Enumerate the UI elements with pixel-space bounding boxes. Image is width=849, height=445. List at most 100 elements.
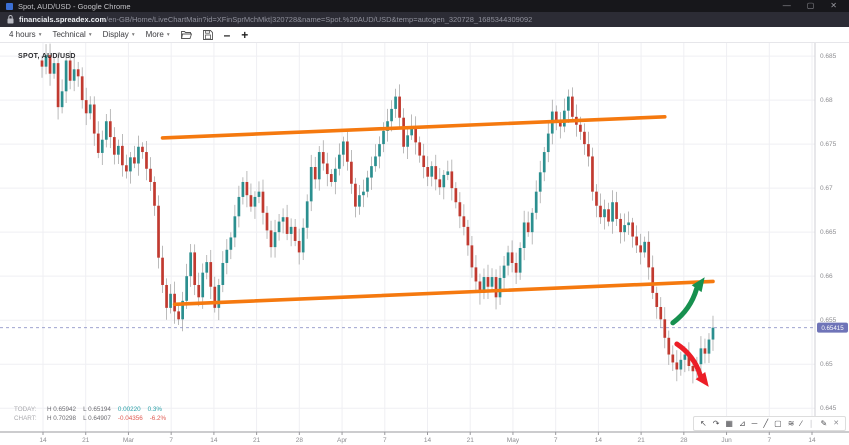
chevron-down-icon: ▾ <box>88 31 92 38</box>
zoom-out-button[interactable]: – <box>223 27 231 42</box>
gridlines <box>0 42 815 432</box>
candle <box>454 188 458 203</box>
candle <box>502 265 506 278</box>
window-minimize-button[interactable]: — <box>782 1 791 10</box>
chart-low: L 0.64907 <box>83 414 111 422</box>
trend-line-lower-channel[interactable] <box>172 279 715 307</box>
close-icon[interactable]: ✕ <box>833 419 840 427</box>
candle <box>108 121 112 138</box>
candle <box>631 222 634 237</box>
rectangle-icon[interactable]: ▢ <box>774 418 782 428</box>
candle <box>494 277 498 298</box>
timeframe-label: 4 hours <box>9 30 36 39</box>
svg-text:14: 14 <box>424 437 432 444</box>
separator: ❘ <box>807 418 815 428</box>
zoom-in-button[interactable]: + <box>241 27 249 42</box>
current-price-badge <box>817 322 848 333</box>
today-change-pct: 0.3% <box>147 406 162 413</box>
candle <box>490 277 494 287</box>
chart-label: CHART: <box>14 414 37 422</box>
svg-text:0.66: 0.66 <box>820 273 833 280</box>
browser-urlbar[interactable]: financials.spreadex.com/en-GB/Home/LiveC… <box>0 12 849 27</box>
window-titlebar: Spot, AUD/USD - Google Chrome — ▢ ✕ <box>0 0 849 12</box>
timeframe-dropdown[interactable]: 4 hours ▾ <box>9 30 41 39</box>
candle <box>470 245 474 268</box>
display-dropdown[interactable]: Display ▾ <box>103 30 135 39</box>
candle <box>157 205 160 258</box>
more-dropdown[interactable]: More ▾ <box>146 30 170 39</box>
horizontal-line-icon[interactable]: ─ <box>751 418 758 428</box>
candle <box>313 167 317 180</box>
candle <box>603 209 606 218</box>
candle <box>438 179 442 188</box>
freehand-arrow-icon[interactable]: ↷ <box>712 418 720 428</box>
candle <box>60 91 64 108</box>
candle <box>462 216 466 227</box>
url-path: /en-GB/Home/LiveChartMain?id=XFinSprMchM… <box>106 15 533 24</box>
bullish-arrow-head[interactable] <box>691 277 705 293</box>
pointer-icon[interactable]: ↖ <box>700 418 707 428</box>
candle <box>48 55 52 74</box>
ray-icon[interactable]: ∕ <box>800 418 802 428</box>
candle <box>699 348 703 365</box>
open-chart-button[interactable] <box>180 30 192 39</box>
trend-segment-icon[interactable]: ╱ <box>763 418 769 428</box>
url-text[interactable]: financials.spreadex.com/en-GB/Home/LiveC… <box>19 15 532 24</box>
bullish-arrow-body[interactable] <box>670 286 700 326</box>
window-maximize-button[interactable]: ▢ <box>806 1 815 10</box>
display-label: Display <box>102 30 129 39</box>
svg-text:Apr: Apr <box>337 437 348 444</box>
candle <box>358 195 361 207</box>
svg-text:0.65: 0.65 <box>820 361 833 368</box>
candle <box>402 117 405 147</box>
candle <box>281 217 285 222</box>
bearish-arrow-body[interactable] <box>674 341 703 379</box>
candle <box>619 218 622 233</box>
candle <box>434 166 438 180</box>
candle <box>72 69 76 81</box>
candle <box>583 131 586 145</box>
candle <box>587 144 590 157</box>
candle <box>241 181 245 197</box>
candle <box>538 172 542 192</box>
svg-text:0.675: 0.675 <box>820 141 837 148</box>
x-axis-labels: 14 21 Mar 7 14 21 28 Apr 7 14 21 May 7 14 21 28 Jun 7 14 <box>39 432 816 444</box>
candle <box>325 163 329 175</box>
trend-line-upper-channel[interactable] <box>160 115 667 140</box>
candle <box>430 166 434 177</box>
candle <box>707 339 711 354</box>
window-close-button[interactable]: ✕ <box>830 1 837 10</box>
chart-toolbar: 4 hours ▾ Technical ▾ Display ▾ More ▾ –… <box>0 27 849 43</box>
candle <box>595 191 598 206</box>
save-chart-button[interactable] <box>202 29 213 40</box>
candle <box>76 69 80 77</box>
axes-icon[interactable]: ⊿ <box>738 418 746 428</box>
technical-label: Technical <box>52 30 86 39</box>
candle <box>84 100 88 114</box>
candle <box>346 141 349 162</box>
candle <box>104 121 108 140</box>
candle <box>659 306 663 320</box>
candle <box>615 202 618 219</box>
candle <box>386 121 389 131</box>
candle <box>390 108 393 122</box>
grid-icon[interactable]: ▦ <box>725 418 733 428</box>
svg-text:14: 14 <box>210 437 218 444</box>
candle <box>321 152 325 164</box>
candle <box>197 284 201 298</box>
text-label-icon[interactable]: ≋ <box>787 418 795 428</box>
svg-text:14: 14 <box>808 437 816 444</box>
candle <box>426 167 430 177</box>
pencil-icon[interactable]: ✎ <box>820 418 828 428</box>
candle <box>88 104 92 114</box>
candle <box>382 130 385 145</box>
technical-dropdown[interactable]: Technical ▾ <box>52 30 91 39</box>
candle <box>289 226 293 234</box>
candle <box>317 152 321 180</box>
candles <box>40 43 715 384</box>
candle <box>189 252 193 277</box>
candle <box>233 216 237 238</box>
bearish-arrow-head[interactable] <box>695 372 709 387</box>
candle <box>44 55 48 67</box>
